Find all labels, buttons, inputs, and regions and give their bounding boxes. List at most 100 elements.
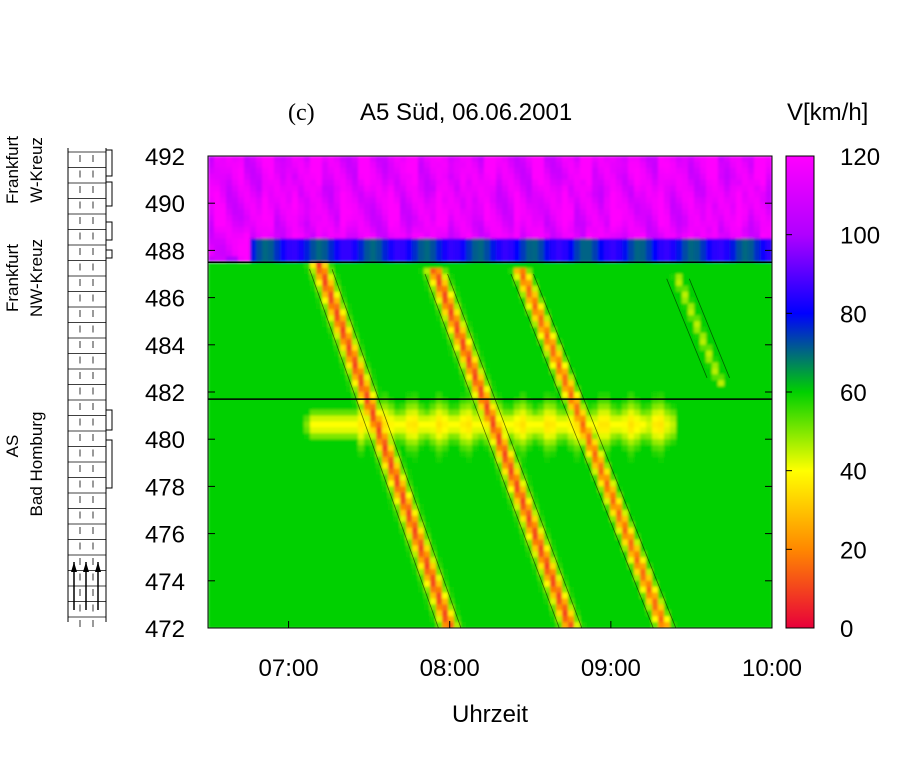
heatmap-cell	[496, 421, 503, 428]
heatmap-cell	[400, 209, 407, 216]
heatmap-cell	[574, 309, 581, 316]
heatmap-cell	[286, 333, 293, 340]
heatmap-cell	[514, 232, 521, 240]
heatmap-cell	[454, 179, 461, 187]
heatmap-cell	[268, 451, 275, 458]
heatmap-cell	[736, 362, 743, 369]
heatmap-cell	[484, 250, 491, 257]
heatmap-cell	[652, 439, 659, 446]
heatmap-cell	[478, 303, 485, 310]
heatmap-cell	[328, 179, 335, 187]
heatmap-cell	[238, 392, 245, 399]
heatmap-cell	[274, 403, 281, 411]
heatmap-cell	[376, 215, 383, 222]
heatmap-cell	[496, 209, 503, 216]
heatmap-cell	[748, 297, 755, 305]
heatmap-cell	[544, 262, 551, 269]
heatmap-cell	[712, 238, 719, 246]
heatmap-cell	[262, 161, 269, 169]
heatmap-cell	[226, 179, 233, 187]
heatmap-cell	[376, 161, 383, 169]
heatmap-cell	[652, 215, 659, 222]
heatmap-cell	[232, 220, 239, 228]
heatmap-cell	[340, 303, 347, 310]
heatmap-cell	[328, 451, 335, 458]
heatmap-cell	[670, 409, 677, 417]
heatmap-cell	[730, 456, 737, 464]
heatmap-cell	[304, 262, 311, 269]
heatmap-cell	[418, 409, 425, 417]
heatmap-cell	[484, 197, 491, 204]
heatmap-cell	[460, 386, 467, 393]
heatmap-cell	[454, 262, 461, 269]
heatmap-cell	[412, 197, 419, 204]
heatmap-cell	[370, 433, 377, 440]
heatmap-cell	[688, 191, 695, 198]
heatmap-cell	[508, 191, 515, 198]
heatmap-cell	[472, 262, 479, 269]
heatmap-cell	[316, 191, 323, 198]
heatmap-cell	[718, 156, 725, 163]
heatmap-cell	[490, 279, 497, 287]
heatmap-cell	[214, 403, 221, 411]
heatmap-cell	[694, 427, 701, 434]
heatmap-cell	[484, 220, 491, 228]
heatmap-cell	[448, 315, 455, 322]
heatmap-cell	[724, 268, 731, 275]
heatmap-cell	[616, 173, 623, 181]
heatmap-cell	[718, 344, 725, 352]
heatmap-cell	[580, 156, 587, 163]
heatmap-cell	[472, 415, 479, 423]
heatmap-cell	[490, 409, 497, 417]
heatmap-cell	[568, 315, 575, 322]
heatmap-cell	[352, 462, 359, 470]
heatmap-cell	[634, 451, 641, 458]
heatmap-cell	[232, 232, 239, 240]
heatmap-cell	[670, 274, 677, 281]
heatmap-cell	[574, 362, 581, 369]
heatmap-cell	[574, 238, 581, 246]
heatmap-cell	[322, 215, 329, 222]
heatmap-cell	[724, 356, 731, 364]
heatmap-cell	[280, 232, 287, 240]
heatmap-cell	[478, 274, 485, 281]
heatmap-cell	[316, 333, 323, 340]
heatmap-cell	[520, 439, 527, 446]
heatmap-cell	[208, 179, 215, 187]
heatmap-cell	[724, 297, 731, 305]
heatmap-cell	[550, 403, 557, 411]
heatmap-cell	[286, 173, 293, 181]
heatmap-cell	[424, 380, 431, 387]
heatmap-cell	[718, 409, 725, 417]
heatmap-cell	[244, 439, 251, 446]
heatmap-cell	[496, 274, 503, 281]
heatmap-cell	[370, 185, 377, 192]
heatmap-cell	[436, 362, 443, 369]
heatmap-cell	[766, 338, 772, 346]
heatmap-cell	[766, 309, 772, 316]
heatmap-cell	[694, 315, 701, 322]
heatmap-cell	[340, 445, 347, 452]
heatmap-cell	[520, 256, 527, 263]
heatmap-cell	[646, 268, 653, 275]
heatmap-cell	[748, 392, 755, 399]
heatmap-cell	[550, 439, 557, 446]
heatmap-cell	[418, 297, 425, 305]
heatmap-cell	[208, 279, 215, 287]
heatmap-cell	[688, 262, 695, 269]
heatmap-cell	[688, 297, 695, 305]
heatmap-cell	[730, 226, 737, 234]
heatmap-cell	[718, 327, 725, 334]
heatmap-cell	[472, 327, 479, 334]
heatmap-cell	[394, 191, 401, 198]
heatmap-cell	[664, 220, 671, 228]
heatmap-cell	[634, 415, 641, 423]
heatmap-cell	[208, 268, 215, 275]
heatmap-cell	[400, 380, 407, 387]
heatmap-cell	[598, 427, 605, 434]
heatmap-cell	[496, 256, 503, 263]
heatmap-cell	[538, 421, 545, 428]
heatmap-cell	[454, 451, 461, 458]
heatmap-cell	[316, 409, 323, 417]
heatmap-cell	[352, 439, 359, 446]
